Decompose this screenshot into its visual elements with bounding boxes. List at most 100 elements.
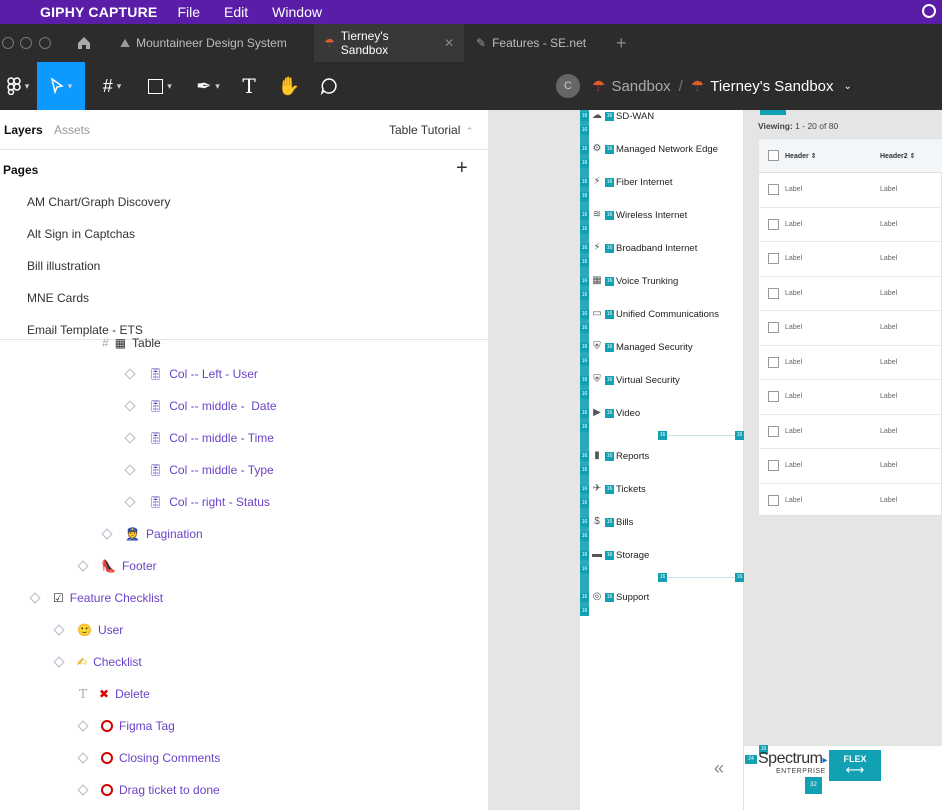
table-row[interactable]: Label Label: [759, 484, 942, 518]
table-row[interactable]: Label Label: [759, 346, 942, 380]
nav-item-managed-security[interactable]: 16 ⛨ 16 Managed Security: [580, 341, 693, 353]
menu-file[interactable]: File: [177, 4, 201, 20]
nav-item-label: Reports: [616, 450, 650, 462]
tab-features-se-net[interactable]: ✎ Features - SE.net: [470, 24, 592, 62]
nav-frame[interactable]: 16 ☁ 16 SD-WAN 16 16 ⚙ 16 Managed Network Edge 16…: [580, 110, 744, 810]
zoom-window-button[interactable]: [39, 37, 51, 49]
nav-item-voice-trunking[interactable]: 16 ▦ 16 Voice Trunking: [580, 275, 678, 287]
chevron-down-icon[interactable]: ⌄: [843, 80, 852, 92]
main-menu-button[interactable]: ▾: [0, 62, 36, 110]
layer-drag-ticket[interactable]: Drag ticket to done: [77, 783, 220, 797]
move-tool-button[interactable]: ▾: [37, 62, 85, 110]
row-checkbox[interactable]: [768, 218, 779, 230]
row-checkbox[interactable]: [768, 287, 779, 299]
table-cell: Label: [785, 289, 803, 297]
nav-item-broadband-internet[interactable]: 16 ⚡ 16 Broadband Internet: [580, 242, 697, 254]
layer-col-middle-type[interactable]: 🎚 Col -- middle - Type: [124, 463, 274, 477]
breadcrumb-project[interactable]: Sandbox: [611, 77, 671, 95]
row-checkbox[interactable]: [768, 356, 779, 368]
tab-mountaineer-design-system[interactable]: ⛰ Mountaineer Design System: [112, 24, 295, 62]
tab-label: Features - SE.net: [492, 36, 587, 50]
layer-closing-comments[interactable]: Closing Comments: [77, 751, 220, 765]
page-selector[interactable]: Table Tutorial ⌃: [389, 123, 473, 137]
hand-tool-button[interactable]: ✋: [276, 62, 302, 110]
layer-pagination[interactable]: 👮 Pagination: [101, 527, 203, 541]
nav-item-reports[interactable]: 16 ▮ 16 Reports: [580, 450, 649, 462]
menu-window[interactable]: Window: [272, 4, 322, 20]
nav-item-managed-network-edge[interactable]: 16 ⚙ 16 Managed Network Edge: [580, 143, 718, 155]
nav-item-virtual-security[interactable]: 16 ⛨ 16 Virtual Security: [580, 374, 680, 386]
page-item[interactable]: Email Template - ETS: [27, 323, 143, 337]
table-row[interactable]: Label Label: [759, 173, 942, 208]
row-checkbox[interactable]: [768, 184, 779, 195]
layer-delete[interactable]: T ✖ Delete: [79, 687, 150, 701]
tab-layers[interactable]: Layers: [4, 123, 43, 137]
measure-badge: 16: [580, 192, 589, 201]
table-frame[interactable]: Header ⇕ Header2 ⇕ Label Label Label Label L…: [758, 138, 942, 518]
flex-badge[interactable]: FLEX ⟷: [829, 750, 881, 781]
nav-item-fiber-internet[interactable]: 16 ⚡ 16 Fiber Internet: [580, 176, 673, 188]
page-item[interactable]: Bill illustration: [27, 259, 101, 273]
page-item[interactable]: Alt Sign in Captchas: [27, 227, 136, 241]
nav-item-bills[interactable]: 16 $16 Bills: [580, 516, 633, 528]
close-window-button[interactable]: [2, 37, 14, 49]
close-tab-icon[interactable]: ✕: [443, 36, 454, 50]
table-row[interactable]: Label Label: [759, 415, 942, 449]
page-item[interactable]: AM Chart/Graph Discovery: [27, 195, 171, 209]
status-icon[interactable]: [922, 4, 936, 18]
tab-tierneys-sandbox[interactable]: ☂ Tierney's Sandbox ✕: [314, 24, 464, 62]
layer-col-middle-date[interactable]: 🎚 Col -- middle - Date: [124, 399, 277, 413]
layer-user[interactable]: 🙂 User: [53, 623, 123, 637]
select-all-checkbox[interactable]: [768, 150, 779, 161]
app-name[interactable]: GIPHY CAPTURE: [40, 4, 158, 20]
nav-item-storage[interactable]: 16 ▬ 16 Storage: [580, 549, 649, 561]
add-page-button[interactable]: +: [456, 157, 468, 179]
shape-tool-button[interactable]: ▾: [140, 62, 180, 110]
viewing-range: 1 - 20 of 80: [795, 121, 839, 131]
row-checkbox[interactable]: [768, 391, 779, 402]
layer-figma-tag[interactable]: Figma Tag: [77, 719, 175, 733]
new-tab-button[interactable]: +: [616, 24, 627, 62]
row-checkbox[interactable]: [768, 425, 779, 437]
table-row[interactable]: Label Label: [759, 208, 942, 242]
table-row[interactable]: Label Label: [759, 277, 942, 311]
tab-assets[interactable]: Assets: [54, 123, 91, 137]
collapse-icon[interactable]: «: [714, 758, 725, 778]
layer-col-middle-time[interactable]: 🎚 Col -- middle - Time: [124, 431, 274, 445]
breadcrumb-file[interactable]: Tierney's Sandbox: [710, 77, 834, 95]
nav-item-tickets[interactable]: 16 ✈ 16 Tickets: [580, 483, 646, 495]
layer-table[interactable]: # ▦ Table: [102, 336, 161, 350]
frame-tool-button[interactable]: # ▾: [92, 62, 132, 110]
page-item[interactable]: MNE Cards: [27, 291, 90, 305]
home-icon[interactable]: [76, 35, 92, 54]
layer-checklist[interactable]: ✍ Checklist: [53, 655, 142, 669]
row-checkbox[interactable]: [768, 253, 779, 264]
canvas[interactable]: 16 ☁ 16 SD-WAN 16 16 ⚙ 16 Managed Network Edge 16…: [488, 110, 942, 810]
table-row[interactable]: Label Label: [759, 242, 942, 277]
row-checkbox[interactable]: [768, 494, 779, 506]
brand-name: Spectrum: [758, 750, 823, 767]
nav-item-sd-wan[interactable]: 16 ☁ 16 SD-WAN: [580, 110, 654, 122]
table-row[interactable]: Label Label: [759, 449, 942, 484]
table-header[interactable]: Header2 ⇕: [880, 152, 915, 160]
table-row[interactable]: Label Label: [759, 380, 942, 415]
minimize-window-button[interactable]: [20, 37, 32, 49]
row-checkbox[interactable]: [768, 460, 779, 471]
nav-item-unified-communications[interactable]: 16 ▭ 16 Unified Communications: [580, 308, 719, 320]
layer-col-left-user[interactable]: 🎚 Col -- Left - User: [124, 367, 258, 381]
table-header[interactable]: Header ⇕: [785, 152, 817, 160]
nav-item-video[interactable]: 16 ▶ 16 Video: [580, 407, 640, 419]
pen-tool-button[interactable]: ✒ ▾: [188, 62, 228, 110]
nav-item-wireless-internet[interactable]: 16 ≋ 16 Wireless Internet: [580, 209, 687, 221]
text-tool-button[interactable]: T: [236, 62, 262, 110]
layer-feature-checklist[interactable]: ☑ Feature Checklist: [29, 591, 163, 605]
table-row[interactable]: Label Label: [759, 311, 942, 346]
viewing-label: Viewing: 1 - 20 of 80: [758, 121, 838, 131]
nav-item-support[interactable]: 16 ◎ 16 Support: [580, 591, 649, 603]
menu-edit[interactable]: Edit: [224, 4, 249, 20]
row-checkbox[interactable]: [768, 322, 779, 333]
comment-tool-button[interactable]: [316, 62, 342, 110]
avatar[interactable]: C: [556, 74, 580, 98]
layer-col-right-status[interactable]: 🎚 Col -- right - Status: [124, 495, 270, 509]
layer-footer[interactable]: 👠 Footer: [77, 559, 157, 573]
